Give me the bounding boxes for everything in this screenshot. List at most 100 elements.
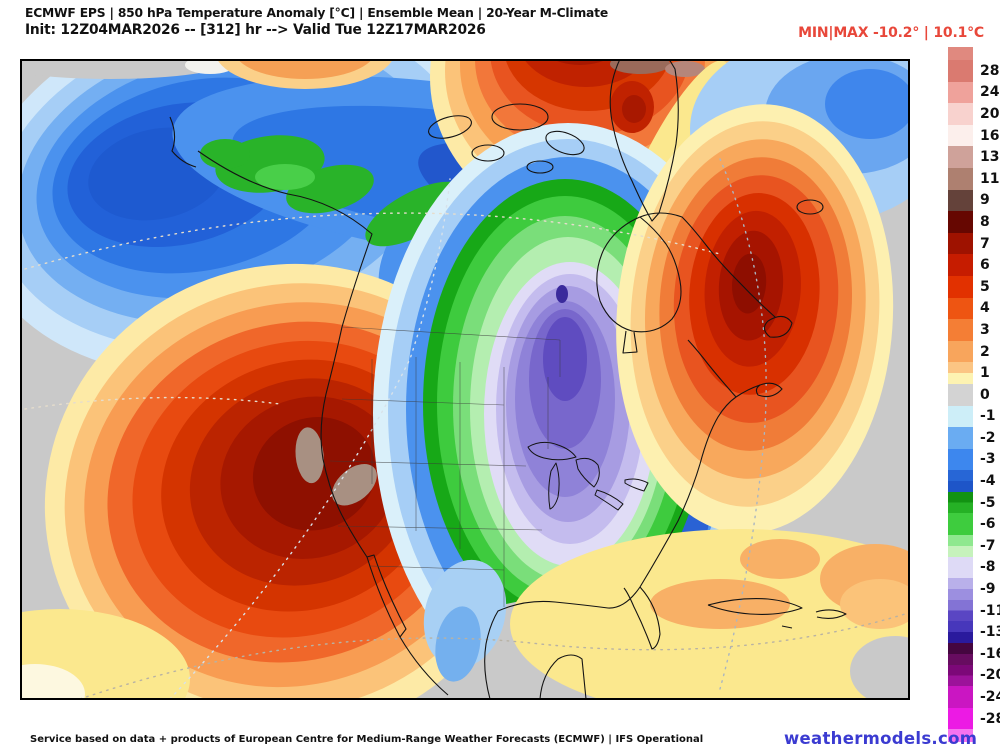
colorbar-cell: -8 [948,556,1000,579]
colorbar-cell: 3 [948,319,1000,341]
great-lakes-outline [527,441,649,511]
colorbar-swatch [948,362,973,384]
colorbar-label: -24 [980,689,1000,706]
init-valid-line: Init: 12Z04MAR2026 -- [312] hr --> Valid… [25,22,486,38]
caribbean-yellow [510,529,910,700]
colorbar-swatch [948,535,973,557]
colorbar-cell: -20 [948,664,1000,687]
colorbar-label: 4 [980,300,990,317]
colorbar-label: -13 [980,624,1000,641]
colorbar-label: -20 [980,667,1000,684]
colorbar-swatch [948,81,973,104]
colorbar-cell: 0 [948,383,1000,406]
colorbar-label: -9 [980,581,996,598]
colorbar-cell: -24 [948,686,1000,708]
colorbar-cell: -9 [948,578,1000,600]
colorbar-cell: 7 [948,232,1000,255]
minmax-label: MIN|MAX -10.2° | 10.1°C [798,25,984,41]
colorbar-cell: -13 [948,621,1000,644]
colorbar-cell: -11 [948,599,1000,622]
colorbar-swatch [948,60,973,82]
colorbar-cell: -1 [948,405,1000,428]
greenland-outline [609,59,679,222]
colorbar-cell: 24 [948,81,1000,104]
colorbar-cell: 9 [948,189,1000,212]
colorbar-swatch [948,578,973,600]
colorbar-swatch [948,427,973,449]
colorbar-swatch [948,621,973,644]
colorbar-cell: -3 [948,448,1000,471]
colorbar-cell: -2 [948,427,1000,449]
colorbar-swatch [948,643,973,665]
colorbar-swatch [948,599,973,622]
colorbar-label: -16 [980,645,1000,662]
colorbar-cell: 1 [948,362,1000,384]
colorbar-cell [948,47,1000,60]
caribbean-islands-outline [707,598,847,629]
colorbar-label: 28 [980,62,1000,79]
colorbar-swatch [948,167,973,190]
colorbar-swatch [948,491,973,514]
atlantic-warm-blob [616,104,894,534]
colorbar-label: 20 [980,105,1000,122]
newfoundland-outline [755,315,793,398]
service-attribution: Service based on data + products of Euro… [30,734,704,745]
colorbar-cell: -28 [948,707,1000,730]
map [20,59,910,700]
alaska-green-patches [200,135,490,276]
colorbar-label: 24 [980,84,1000,101]
colorbar-swatch [948,556,973,579]
colorbar-cell: 2 [948,340,1000,363]
hudson-bay-outline [596,216,682,354]
colorbar-swatch [948,729,973,743]
colorbar-label: -7 [980,537,996,554]
colorbar-cell: -16 [948,643,1000,665]
colorbar-cell: -7 [948,535,1000,557]
southwest-yellow [20,609,190,700]
colorbar-cell: 13 [948,146,1000,168]
colorbar-label: 11 [980,170,1000,187]
colorbar-label: -11 [980,602,1000,619]
colorbar-cell: 8 [948,211,1000,233]
colorbar-swatch [948,319,973,341]
colorbar-swatch [948,405,973,428]
colorbar-swatch [948,189,973,212]
colorbar-label: -6 [980,516,996,533]
colorbar-swatch [948,232,973,255]
graticule-lines [24,158,906,700]
colorbar-swatch [948,275,973,298]
colorbar-label: -5 [980,494,996,511]
brand-logo: weathermodels.com [784,729,978,748]
page-title: ECMWF EPS | 850 hPa Temperature Anomaly … [25,6,608,20]
colorbar-label: 3 [980,321,990,338]
colorbar-label: 0 [980,386,990,403]
west-warm-blob [44,263,533,700]
colorbar-swatch [948,124,973,147]
colorbar-cell: 20 [948,103,1000,125]
colorbar-cell [948,729,1000,743]
map-frame-border [20,59,910,700]
colorbar-cell: -4 [948,470,1000,492]
colorbar-swatch [948,707,973,730]
coastlines [169,59,847,700]
colorbar-label: 5 [980,278,990,295]
colorbar-label: -2 [980,429,996,446]
colorbar-label: 13 [980,149,1000,166]
colorbar-swatch [948,297,973,320]
colorbar-cell: 28 [948,60,1000,82]
colorbar-label: 9 [980,192,990,209]
colorbar-swatch [948,47,973,60]
colorbar-label: 2 [980,343,990,360]
state-borders [329,326,561,607]
colorbar-swatch [948,448,973,471]
colorbar-label: -4 [980,473,996,490]
colorbar-cell: 5 [948,275,1000,298]
colorbar-label: 8 [980,213,990,230]
colorbar-swatch [948,254,973,276]
colorbar-label: 7 [980,235,990,252]
colorbar-label: -28 [980,710,1000,727]
colorbar-cell: 16 [948,124,1000,147]
colorbar-swatch [948,686,973,708]
map-canvas [20,59,910,700]
